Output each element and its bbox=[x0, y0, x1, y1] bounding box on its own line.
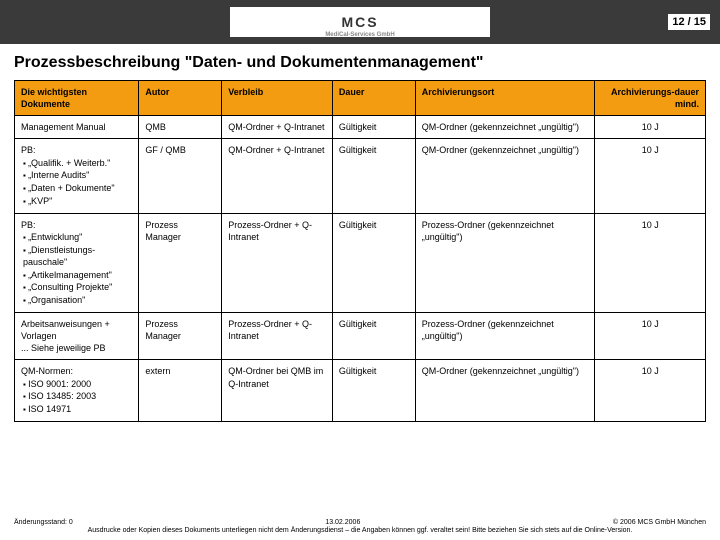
table-row: Arbeitsanweisungen + Vorlagen... Siehe j… bbox=[15, 313, 706, 360]
col-header: Verbleib bbox=[222, 81, 333, 116]
cell-archivdauer: 10 J bbox=[595, 313, 706, 360]
footer: Änderungsstand: 0 13.02.2006 © 2006 MCS … bbox=[0, 515, 720, 540]
cell-dauer: Gültigkeit bbox=[332, 116, 415, 139]
col-header: Archivierungs-dauer mind. bbox=[595, 81, 706, 116]
cell-verbleib: QM-Ordner + Q-Intranet bbox=[222, 116, 333, 139]
cell-archivdauer: 10 J bbox=[595, 213, 706, 312]
cell-document: Arbeitsanweisungen + Vorlagen... Siehe j… bbox=[15, 313, 139, 360]
cell-archivdauer: 10 J bbox=[595, 139, 706, 213]
cell-autor: Prozess Manager bbox=[139, 213, 222, 312]
top-bar: MCS MediCal-Services GmbH 12 / 15 bbox=[0, 0, 720, 44]
page-title: Prozessbeschreibung "Daten- und Dokument… bbox=[0, 44, 720, 80]
cell-dauer: Gültigkeit bbox=[332, 313, 415, 360]
cell-dauer: Gültigkeit bbox=[332, 213, 415, 312]
cell-autor: extern bbox=[139, 360, 222, 422]
footer-center: 13.02.2006 bbox=[325, 519, 360, 526]
cell-archivort: Prozess-Ordner (gekennzeichnet „ungültig… bbox=[415, 213, 595, 312]
page-number: 12 / 15 bbox=[668, 14, 710, 30]
col-header: Archivierungsort bbox=[415, 81, 595, 116]
footer-note: Ausdrucke oder Kopien dieses Dokuments u… bbox=[14, 527, 706, 534]
footer-left: Änderungsstand: 0 bbox=[14, 519, 73, 526]
cell-autor: QMB bbox=[139, 116, 222, 139]
logo-tagline: MediCal-Services GmbH bbox=[325, 32, 394, 38]
table-row: Management ManualQMBQM-Ordner + Q-Intran… bbox=[15, 116, 706, 139]
footer-right: © 2006 MCS GmbH München bbox=[613, 519, 706, 526]
col-header: Die wichtigsten Dokumente bbox=[15, 81, 139, 116]
cell-document: QM-Normen:ISO 9001: 2000ISO 13485: 2003I… bbox=[15, 360, 139, 422]
cell-document: Management Manual bbox=[15, 116, 139, 139]
cell-dauer: Gültigkeit bbox=[332, 139, 415, 213]
cell-archivdauer: 10 J bbox=[595, 116, 706, 139]
cell-verbleib: QM-Ordner + Q-Intranet bbox=[222, 139, 333, 213]
table-row: QM-Normen:ISO 9001: 2000ISO 13485: 2003I… bbox=[15, 360, 706, 422]
cell-document: PB:„Qualifik. + Weiterb."„Interne Audits… bbox=[15, 139, 139, 213]
cell-autor: Prozess Manager bbox=[139, 313, 222, 360]
logo: MCS MediCal-Services GmbH bbox=[230, 7, 490, 37]
col-header: Dauer bbox=[332, 81, 415, 116]
cell-verbleib: QM-Ordner bei QMB im Q-Intranet bbox=[222, 360, 333, 422]
table-row: PB:„Qualifik. + Weiterb."„Interne Audits… bbox=[15, 139, 706, 213]
cell-autor: GF / QMB bbox=[139, 139, 222, 213]
documents-table: Die wichtigsten Dokumente Autor Verbleib… bbox=[14, 80, 706, 422]
cell-archivdauer: 10 J bbox=[595, 360, 706, 422]
cell-archivort: QM-Ordner (gekennzeichnet „ungültig") bbox=[415, 360, 595, 422]
table-container: Die wichtigsten Dokumente Autor Verbleib… bbox=[0, 80, 720, 515]
logo-text: MCS bbox=[341, 14, 378, 30]
cell-dauer: Gültigkeit bbox=[332, 360, 415, 422]
table-header-row: Die wichtigsten Dokumente Autor Verbleib… bbox=[15, 81, 706, 116]
cell-verbleib: Prozess-Ordner + Q-Intranet bbox=[222, 313, 333, 360]
col-header: Autor bbox=[139, 81, 222, 116]
cell-verbleib: Prozess-Ordner + Q-Intranet bbox=[222, 213, 333, 312]
cell-archivort: QM-Ordner (gekennzeichnet „ungültig") bbox=[415, 139, 595, 213]
table-row: PB:„Entwicklung"„Dienstleistungs-pauscha… bbox=[15, 213, 706, 312]
cell-archivort: QM-Ordner (gekennzeichnet „ungültig") bbox=[415, 116, 595, 139]
cell-archivort: Prozess-Ordner (gekennzeichnet „ungültig… bbox=[415, 313, 595, 360]
cell-document: PB:„Entwicklung"„Dienstleistungs-pauscha… bbox=[15, 213, 139, 312]
